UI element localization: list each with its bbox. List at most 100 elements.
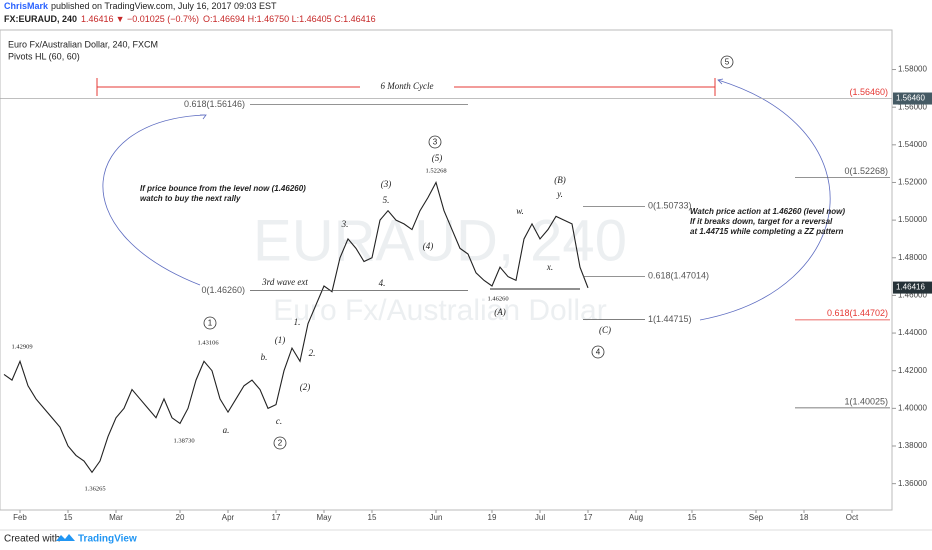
y-tick-label: 1.54000 [898,140,927,149]
y-tick-label: 1.40000 [898,403,927,412]
note: Watch price action at 1.46260 (level now… [690,207,845,216]
symbol: FX:EURAUD, 240 [4,14,77,24]
price-note: 1.38730 [173,437,194,444]
level-label: 0.618(1.47014) [648,271,709,281]
x-tick-label: 18 [800,513,809,522]
wave-circle [203,316,217,330]
published: published on TradingView.com, July 16, 2… [51,1,277,11]
ohlc: O:1.46694 H:1.46750 L:1.46405 C:1.46416 [203,14,376,24]
wave-label: (1) [275,335,286,345]
price-note: 1.46260 [487,295,508,302]
cycle-label-bg [360,81,454,93]
wave-label: 1. [294,317,301,327]
x-tick-label: Apr [222,513,235,522]
x-tick-label: Oct [846,513,859,522]
level-label: 0(1.50733) [648,201,692,211]
wave-label: w. [516,206,524,216]
x-tick-label: Sep [749,513,764,522]
y-tick-label: 1.44000 [898,328,927,337]
price-tag [893,281,932,294]
indicator: Pivots HL (60, 60) [8,51,80,61]
wave-label: b. [261,352,268,362]
price-note: 1.52268 [425,167,446,174]
wave-label: (2) [300,382,311,392]
brand-logo [56,534,75,541]
wave-number: 4 [596,348,601,357]
x-tick-label: 15 [688,513,697,522]
wave-label: a. [223,425,230,435]
x-tick-label: Jul [535,513,545,522]
note: 6 Month Cycle [381,81,434,91]
y-tick-label: 1.36000 [898,479,927,488]
note: watch to buy the next rally [140,194,241,203]
chart-title: Euro Fx/Australian Dollar, 240, FXCM [8,39,158,49]
change: ▼ −0.01025 (−0.7%) [116,14,199,24]
x-tick-label: 15 [368,513,377,522]
wave-label: 5. [383,195,390,205]
wave-label: (4) [423,241,434,251]
x-tick-label: 19 [488,513,497,522]
level-label: 0(1.46260) [201,285,245,295]
wave-label: 3. [341,219,349,229]
y-tick-label: 1.46000 [898,291,927,300]
wave-label: c. [276,416,282,426]
price-tag [893,92,932,105]
y-tick-label: 1.38000 [898,441,927,450]
wave-number: 2 [278,439,283,448]
wave-circle [273,436,287,450]
footer-brand[interactable]: TradingView [78,534,137,545]
header-line-1: ChrisMark published on TradingView.com, J… [4,1,277,11]
wave-number: 5 [725,58,730,67]
level-label: 0.618(1.44702) [827,308,888,318]
wave-circle [720,55,734,69]
wave-label: (C) [599,325,611,335]
x-tick-label: Jun [430,513,443,522]
x-tick-label: Mar [109,513,123,522]
x-tick-label: May [316,513,331,522]
y-tick-label: 1.48000 [898,253,927,262]
note: at 1.44715 while completing a ZZ pattern [690,227,843,236]
wave-label: (A) [494,307,506,317]
level-label: 0.618(1.56146) [184,99,245,109]
arrow-head [200,114,207,120]
last-price: 1.46416 [81,14,114,24]
level-label: (1.56460) [849,87,888,97]
watermark: Euro Fx/Australian Dollar [273,294,606,327]
wave-label: y. [556,189,563,199]
level-label: 1(1.44715) [648,314,692,324]
x-tick-label: Feb [13,513,27,522]
price-note: 1.43106 [197,339,219,346]
wave-label: (B) [554,175,566,185]
x-tick-label: 17 [272,513,281,522]
wave-label: 2. [309,348,316,358]
curve-arrow [102,114,206,286]
y-tick-label: 1.50000 [898,215,927,224]
y-tick-label: 1.58000 [898,65,927,74]
wave-label: 4. [379,278,386,288]
x-tick-label: 20 [176,513,185,522]
y-tick-label: 1.42000 [898,366,927,375]
y-tick-label: 1.52000 [898,178,927,187]
plot-frame [0,29,893,511]
note: If price bounce from the level now (1.46… [140,184,306,193]
footer-created: Created with [4,534,60,545]
note: If it breaks down, target for a reversal [690,217,833,226]
wave-number: 3 [433,138,438,147]
wave-label: (5) [432,153,443,163]
y-tick-label: 1.56000 [898,102,927,111]
price-tag-label: 1.46416 [896,283,925,292]
watermark: EURAUD, 240 [253,208,627,273]
price-note: 1.42909 [11,343,32,350]
level-label: 0(1.52268) [844,166,888,176]
x-tick-label: 17 [584,513,593,522]
level-label: 1(1.40025) [844,396,888,406]
price-line [3,181,589,474]
arrow-head [717,78,724,85]
wave-label: x. [546,262,553,272]
publisher[interactable]: ChrisMark [4,1,49,11]
wave-circle [428,135,442,149]
curve-arrow [699,79,831,321]
price-note: 1.36265 [84,485,105,492]
